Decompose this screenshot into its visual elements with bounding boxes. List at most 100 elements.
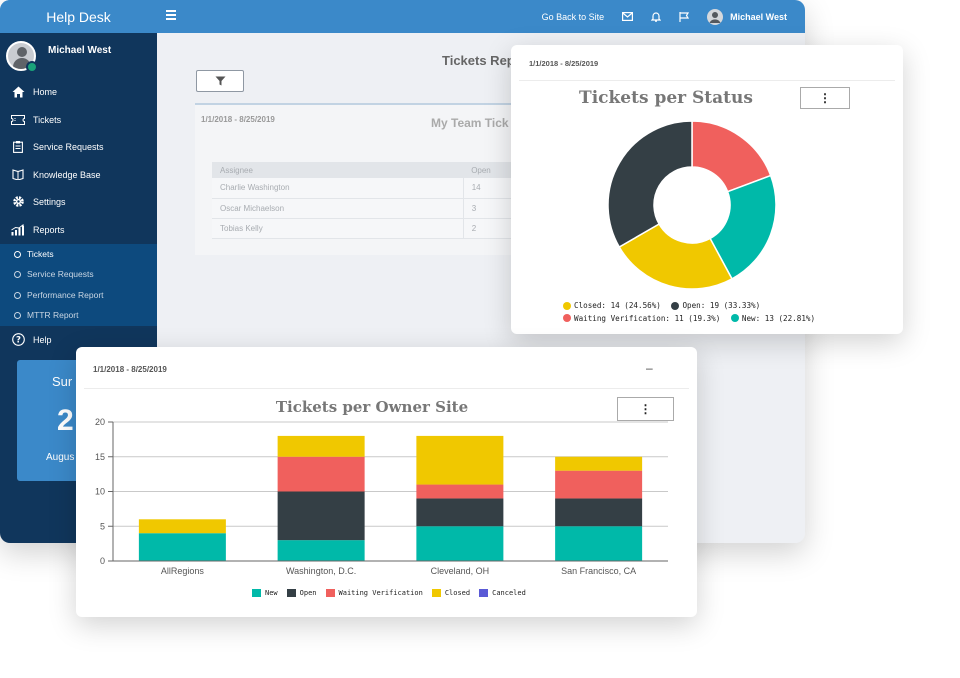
legend-item[interactable]: Canceled [479, 589, 526, 597]
tickets-per-owner-site-chart: 0 5 10 15 20 AllRegions Washington, D.C. Clevel… [95, 417, 668, 576]
bar-segment-waiting-verification[interactable] [416, 484, 504, 499]
bell-icon[interactable] [651, 11, 662, 22]
legend-swatch [563, 314, 571, 322]
tickets-per-status-donut [607, 120, 777, 290]
my-team-tickets-panel: 1/1/2018 - 8/25/2019 My Team Tick Assign… [195, 103, 555, 255]
bar-segment-new[interactable] [555, 526, 643, 561]
x-tick-label: Washington, D.C. [286, 566, 356, 576]
filter-icon [215, 76, 225, 86]
table-row[interactable]: Oscar Michaelson 3 [212, 198, 552, 219]
sidebar-item-home[interactable]: Home [0, 78, 157, 105]
sidebar-subitem-mttr-report[interactable]: MTTR Report [0, 305, 157, 325]
sidebar-profile[interactable]: Michael West [6, 41, 151, 73]
mail-icon[interactable] [622, 12, 634, 21]
sidebar-subitem-label: MTTR Report [27, 310, 79, 320]
legend-swatch [730, 314, 739, 322]
circle-icon [14, 270, 21, 278]
assignee-cell: Tobias Kelly [212, 218, 464, 239]
legend-label: Waiting Verification [338, 589, 423, 597]
legend-swatch [563, 301, 571, 310]
bar-segment-open[interactable] [416, 498, 504, 527]
circle-icon [14, 250, 21, 258]
chart-menu-button[interactable]: ⋮ [800, 87, 850, 109]
sidebar-item-help[interactable]: ? Help [0, 326, 157, 353]
summary-widget[interactable]: Sur 2 Augus [17, 360, 87, 481]
divider [84, 388, 689, 389]
table-row[interactable]: Charlie Washington 14 [212, 178, 552, 199]
user-menu[interactable]: Michael West [707, 8, 787, 25]
legend-label: Open [299, 589, 317, 597]
date-range: 1/1/2018 - 8/25/2019 [529, 59, 599, 68]
bar-segment-new[interactable] [277, 540, 365, 561]
sidebar-item-label: Service Requests [33, 141, 104, 152]
pie-slice-closed[interactable] [618, 222, 733, 290]
legend-item[interactable]: New: 13 (22.81%) [730, 313, 816, 324]
legend-swatch [286, 589, 296, 597]
legend-item[interactable]: Open: 19 (33.33%) [671, 300, 760, 311]
panel-title: My Team Tick [431, 116, 509, 130]
user-name: Michael West [730, 11, 787, 22]
bar-segment-closed[interactable] [416, 435, 504, 485]
circle-icon [14, 311, 21, 319]
online-status-indicator [26, 61, 38, 73]
sidebar-subitem-tickets[interactable]: Tickets [0, 244, 157, 264]
date-range: 1/1/2018 - 8/25/2019 [201, 115, 275, 124]
sidebar-item-reports[interactable]: Reports [0, 216, 157, 243]
page-title: Tickets Rep [442, 53, 515, 68]
filter-button[interactable] [196, 70, 244, 92]
bar-segment-new[interactable] [416, 526, 504, 561]
pie-slice-open[interactable] [607, 120, 693, 249]
sidebar-item-label: Help [33, 334, 52, 345]
sidebar-subitem-performance-report[interactable]: Performance Report [0, 285, 157, 305]
legend-label: Waiting Verification: 11 (19.3%) [574, 313, 721, 323]
legend-label: Closed: 14 (24.56%) [574, 301, 661, 310]
legend-swatch [431, 589, 441, 597]
pie-slice-new[interactable] [709, 174, 777, 280]
legend-item[interactable]: Waiting Verification: 11 (19.3%) [563, 313, 720, 324]
legend-swatch [252, 589, 261, 597]
sidebar-subitem-service-requests[interactable]: Service Requests [0, 264, 157, 284]
sidebar-item-service-requests[interactable]: Service Requests [0, 133, 157, 160]
legend-item[interactable]: Closed: 14 (24.56%) [563, 300, 661, 311]
bar-segment-open[interactable] [555, 498, 643, 527]
sidebar-item-label: Home [33, 86, 58, 97]
bar-segment-closed[interactable] [555, 456, 643, 471]
legend-item[interactable]: Waiting Verification [325, 589, 423, 597]
sidebar-item-tickets[interactable]: Tickets [0, 106, 157, 133]
flag-icon[interactable] [679, 11, 690, 22]
bar-segment-closed[interactable] [277, 435, 365, 457]
legend-item[interactable]: Closed [431, 589, 470, 597]
column-header-assignee[interactable]: Assignee [212, 162, 464, 178]
table-row[interactable]: Tobias Kelly 2 [212, 218, 552, 239]
sidebar-item-settings[interactable]: Settings [0, 188, 157, 215]
chart-menu-button[interactable]: ⋮ [617, 397, 674, 421]
sidebar-item-label: Knowledge Base [33, 169, 101, 180]
y-tick-label: 20 [95, 417, 105, 427]
bar-segment-open[interactable] [277, 491, 365, 541]
go-back-to-site-link[interactable]: Go Back to Site [541, 11, 605, 22]
hamburger-menu-icon[interactable] [166, 10, 176, 22]
app-title: Help Desk [0, 0, 157, 33]
user-avatar-icon [707, 8, 724, 25]
sidebar-item-knowledge-base[interactable]: Knowledge Base [0, 161, 157, 188]
pie-slice-waiting-verification[interactable] [691, 120, 772, 193]
minimize-button[interactable]: – [646, 361, 653, 375]
help-icon: ? [11, 333, 25, 346]
sidebar-subitem-label: Performance Report [27, 290, 104, 300]
x-tick-label: AllRegions [161, 566, 205, 576]
ticket-icon [11, 114, 25, 126]
y-tick-label: 15 [95, 452, 105, 462]
chart-title: Tickets per Status [579, 88, 753, 108]
book-icon [11, 169, 25, 181]
legend-item[interactable]: Open [286, 589, 317, 597]
bar-segment-closed[interactable] [138, 519, 226, 534]
assignee-cell: Charlie Washington [212, 178, 464, 199]
legend-item[interactable]: New [252, 589, 278, 597]
bar-segment-waiting-verification[interactable] [277, 456, 365, 492]
legend-label: New: 13 (22.81%) [741, 313, 816, 323]
bar-segment-waiting-verification[interactable] [555, 470, 643, 499]
tickets-per-owner-site-card: 1/1/2018 - 8/25/2019 – Tickets per Owner… [76, 347, 697, 617]
y-tick-label: 5 [100, 521, 105, 531]
bar-segment-new[interactable] [138, 533, 226, 561]
